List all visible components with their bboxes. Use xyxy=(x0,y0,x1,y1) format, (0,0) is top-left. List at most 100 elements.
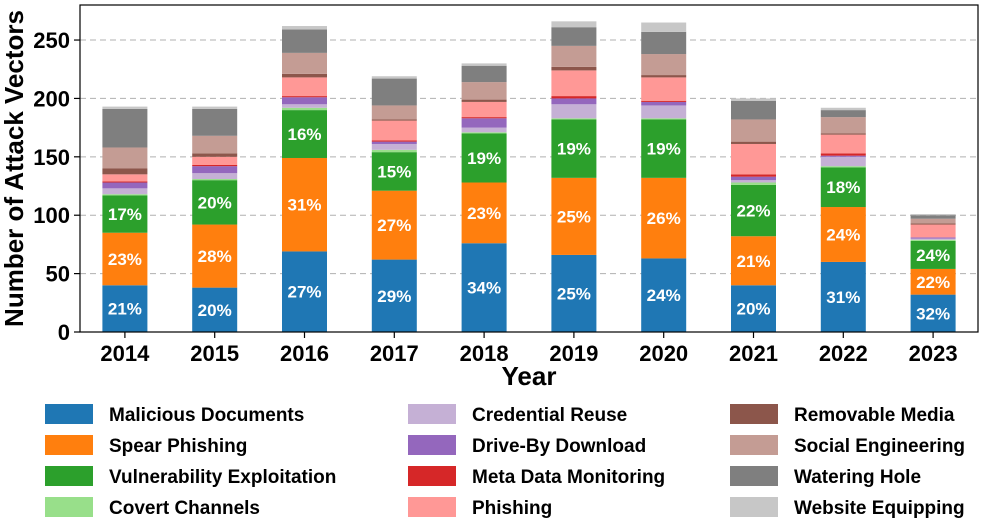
percent-label: 26% xyxy=(647,209,681,228)
bar-segment xyxy=(282,251,327,332)
bar-segment xyxy=(461,117,507,119)
bar-segment xyxy=(102,168,148,175)
x-tick-label: 2016 xyxy=(280,341,329,366)
bar-segment xyxy=(731,180,776,183)
bar-segment xyxy=(731,176,776,181)
bar-segment xyxy=(282,29,327,53)
percent-label: 20% xyxy=(736,300,770,319)
y-tick-label: 0 xyxy=(58,320,70,345)
bar-segment xyxy=(282,157,327,252)
bar-segment xyxy=(371,119,417,121)
x-tick-label: 2019 xyxy=(549,341,598,366)
bar-segment xyxy=(371,143,417,150)
x-axis-label: Year xyxy=(502,361,557,391)
legend-swatch xyxy=(45,466,93,486)
bar-segment xyxy=(461,127,507,133)
bar-segment xyxy=(192,108,238,136)
bar-segment xyxy=(820,156,866,167)
legend-item: Website Equipping xyxy=(730,497,965,519)
percent-label: 22% xyxy=(916,273,950,292)
legend-label: Credential Reuse xyxy=(472,405,627,426)
percent-label: 21% xyxy=(108,300,142,319)
bar-segment xyxy=(820,110,866,118)
bar-segment xyxy=(820,207,866,262)
bar-segment xyxy=(551,177,597,255)
bar-segment xyxy=(641,100,687,102)
legend-label: Watering Hole xyxy=(794,467,921,488)
bar-segment xyxy=(820,155,866,157)
bar-segment xyxy=(731,174,776,177)
bar-segment xyxy=(910,268,956,295)
legend-item: Credential Reuse xyxy=(408,404,627,426)
bar-segment xyxy=(641,177,687,259)
bar-segment xyxy=(282,110,327,158)
bar-segment xyxy=(371,76,417,79)
bar-segment xyxy=(192,106,238,109)
bar-segment xyxy=(820,153,866,156)
y-axis-ticks: 0 50 100 150 200 250 xyxy=(33,28,80,345)
bar-segment xyxy=(371,120,417,141)
y-tick-label: 250 xyxy=(33,28,70,53)
bar-segment xyxy=(641,75,687,78)
percent-label: 21% xyxy=(736,252,770,271)
bar-segment xyxy=(461,65,507,83)
legend-swatch xyxy=(408,497,456,517)
bar-segment xyxy=(461,243,507,332)
bar-segment xyxy=(731,141,776,144)
legend-swatch xyxy=(730,466,778,486)
bar-segment xyxy=(461,101,507,118)
legend-item: Social Engineering xyxy=(730,435,965,457)
legend-swatch xyxy=(45,435,93,455)
bar-segment xyxy=(551,118,597,120)
bar-segment xyxy=(551,21,597,28)
percent-label: 27% xyxy=(287,283,321,302)
legend-swatch xyxy=(408,466,456,486)
legend-label: Social Engineering xyxy=(794,436,965,457)
bar-segment xyxy=(192,156,238,165)
bar-segment xyxy=(641,258,687,332)
legend-label: Meta Data Monitoring xyxy=(472,467,665,488)
bar-segment xyxy=(102,147,148,169)
y-tick-label: 150 xyxy=(33,145,70,170)
bar-segment xyxy=(551,119,597,178)
legend-label: Website Equipping xyxy=(794,498,965,519)
legend-item: Vulnerability Exploitation xyxy=(45,466,336,488)
x-tick-label: 2021 xyxy=(729,341,778,366)
bar-segment xyxy=(102,285,148,332)
legend-label: Phishing xyxy=(472,498,552,519)
bar-segment xyxy=(910,294,956,332)
bar-segment xyxy=(371,141,417,144)
bar-segment xyxy=(192,224,238,288)
bar-segment xyxy=(282,96,327,98)
bar-segment xyxy=(731,119,776,142)
legend-label: Malicious Documents xyxy=(109,405,304,426)
bar-segment xyxy=(192,135,238,154)
bar-segment xyxy=(371,259,417,332)
bar-segment xyxy=(551,104,597,119)
legend-item: Malicious Documents xyxy=(45,404,304,426)
legend-swatch xyxy=(45,404,93,424)
legend: Malicious Documents Spear Phishing Vulnera… xyxy=(45,404,965,519)
bar-segment xyxy=(551,45,597,67)
legend-item: Meta Data Monitoring xyxy=(408,466,665,488)
legend-label: Removable Media xyxy=(794,405,955,426)
bar-segment xyxy=(102,108,148,148)
x-tick-label: 2017 xyxy=(370,341,419,366)
bar-segment xyxy=(731,182,776,185)
bar-segment xyxy=(910,223,956,225)
legend-label: Vulnerability Exploitation xyxy=(109,467,336,488)
bar-segment xyxy=(102,106,148,109)
bar-segment xyxy=(820,117,866,134)
legend-swatch xyxy=(730,497,778,517)
legend-item: Spear Phishing xyxy=(45,435,247,457)
bars xyxy=(102,21,956,332)
bar-segment xyxy=(102,188,148,195)
bar-segment xyxy=(371,140,417,142)
bar-segment xyxy=(551,70,597,97)
legend-swatch xyxy=(408,435,456,455)
percent-label: 16% xyxy=(287,125,321,144)
y-tick-label: 100 xyxy=(33,203,70,228)
x-tick-label: 2020 xyxy=(639,341,688,366)
bar-segment xyxy=(282,26,327,30)
